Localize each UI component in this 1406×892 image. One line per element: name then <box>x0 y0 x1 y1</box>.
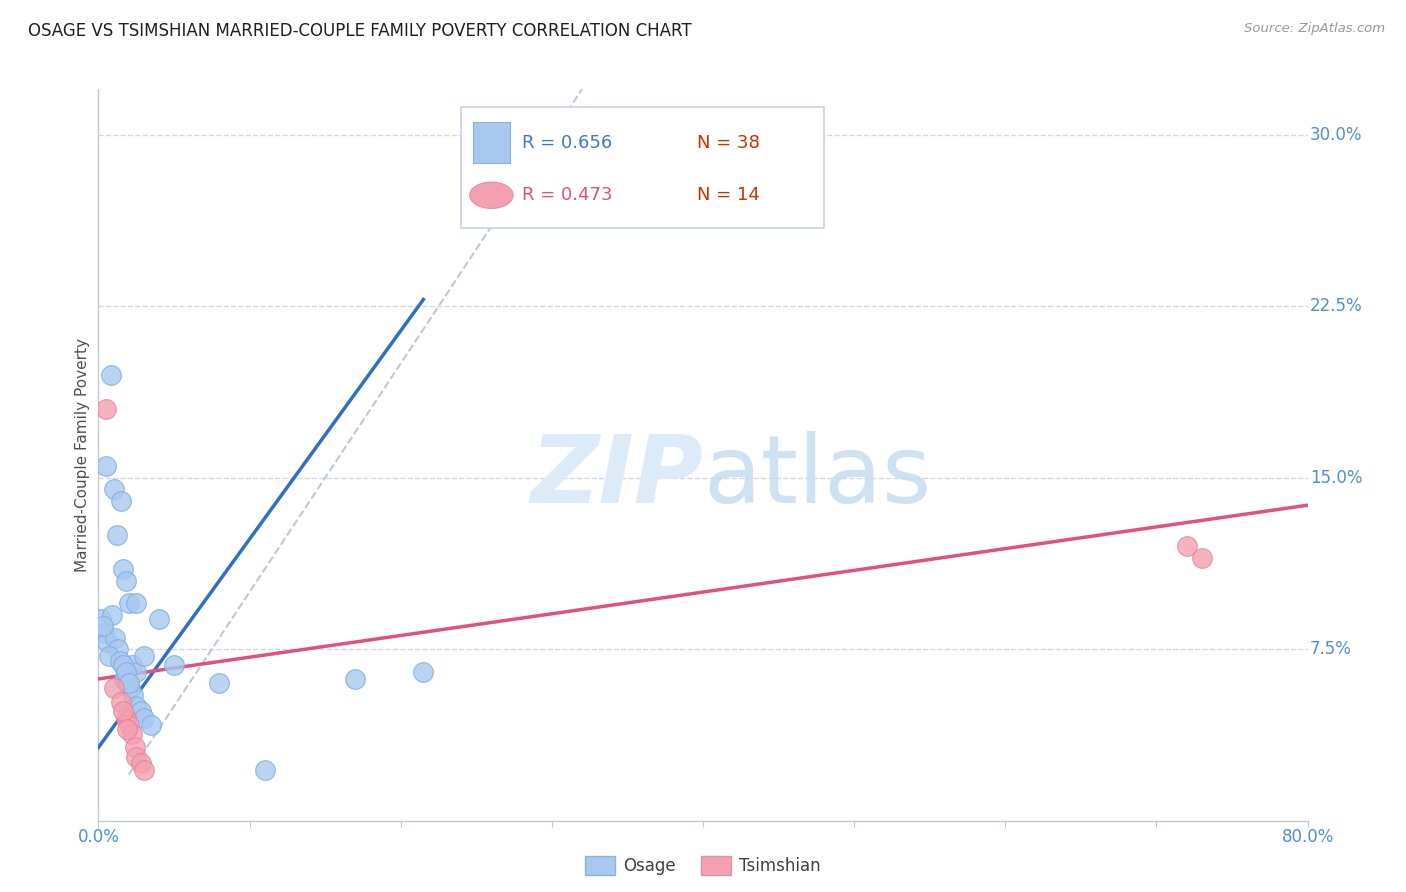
Point <box>163 658 186 673</box>
Point <box>111 658 134 673</box>
Bar <box>474 122 509 162</box>
Point <box>101 607 124 622</box>
Point <box>132 764 155 778</box>
Y-axis label: Married-Couple Family Poverty: Married-Couple Family Poverty <box>75 338 90 572</box>
Text: 30.0%: 30.0% <box>1310 126 1362 144</box>
Point <box>91 619 114 633</box>
Text: OSAGE VS TSIMSHIAN MARRIED-COUPLE FAMILY POVERTY CORRELATION CHART: OSAGE VS TSIMSHIAN MARRIED-COUPLE FAMILY… <box>28 22 692 40</box>
Point <box>253 764 276 778</box>
Point <box>122 688 145 702</box>
Point <box>1175 539 1198 553</box>
Point <box>110 493 132 508</box>
Point <box>112 672 135 686</box>
Point <box>208 676 231 690</box>
Point <box>111 704 134 718</box>
Point <box>94 402 117 417</box>
Point <box>96 635 118 649</box>
Text: R = 0.656: R = 0.656 <box>522 134 612 152</box>
Text: 15.0%: 15.0% <box>1310 469 1362 487</box>
Text: 0.0%: 0.0% <box>77 828 120 846</box>
FancyBboxPatch shape <box>461 108 824 228</box>
Point <box>114 665 136 679</box>
Legend: Osage, Tsimshian: Osage, Tsimshian <box>578 850 828 882</box>
Text: 7.5%: 7.5% <box>1310 640 1353 658</box>
Point <box>124 740 146 755</box>
Point <box>121 727 143 741</box>
Point <box>125 665 148 679</box>
Point <box>114 574 136 588</box>
Point <box>118 717 141 731</box>
Point <box>111 562 134 576</box>
Point <box>1191 550 1213 565</box>
Text: atlas: atlas <box>703 431 931 523</box>
Point <box>129 704 152 718</box>
Point <box>148 613 170 627</box>
Point <box>115 723 138 737</box>
Point <box>118 676 141 690</box>
Text: 22.5%: 22.5% <box>1310 297 1362 316</box>
Text: 80.0%: 80.0% <box>1281 828 1334 846</box>
Point <box>104 631 127 645</box>
Point <box>129 756 152 771</box>
Point <box>98 649 121 664</box>
Point <box>103 482 125 496</box>
Point <box>90 613 112 627</box>
Point <box>120 681 142 695</box>
Text: R = 0.473: R = 0.473 <box>522 186 612 204</box>
Point <box>100 368 122 382</box>
Text: N = 14: N = 14 <box>697 186 759 204</box>
Text: Source: ZipAtlas.com: Source: ZipAtlas.com <box>1244 22 1385 36</box>
Point <box>141 717 163 731</box>
Point <box>121 658 143 673</box>
Point <box>110 695 132 709</box>
Point <box>412 665 434 679</box>
Point <box>107 642 129 657</box>
Point <box>344 672 367 686</box>
Point <box>118 597 141 611</box>
Point <box>125 699 148 714</box>
Point <box>105 528 128 542</box>
Text: N = 38: N = 38 <box>697 134 759 152</box>
Point <box>93 626 115 640</box>
Point <box>114 711 136 725</box>
Point <box>115 676 138 690</box>
Point <box>132 711 155 725</box>
Point <box>132 649 155 664</box>
Point <box>125 597 148 611</box>
Point <box>108 654 131 668</box>
Point <box>103 681 125 695</box>
Point <box>125 749 148 764</box>
Circle shape <box>470 182 513 209</box>
Text: ZIP: ZIP <box>530 431 703 523</box>
Point <box>94 459 117 474</box>
